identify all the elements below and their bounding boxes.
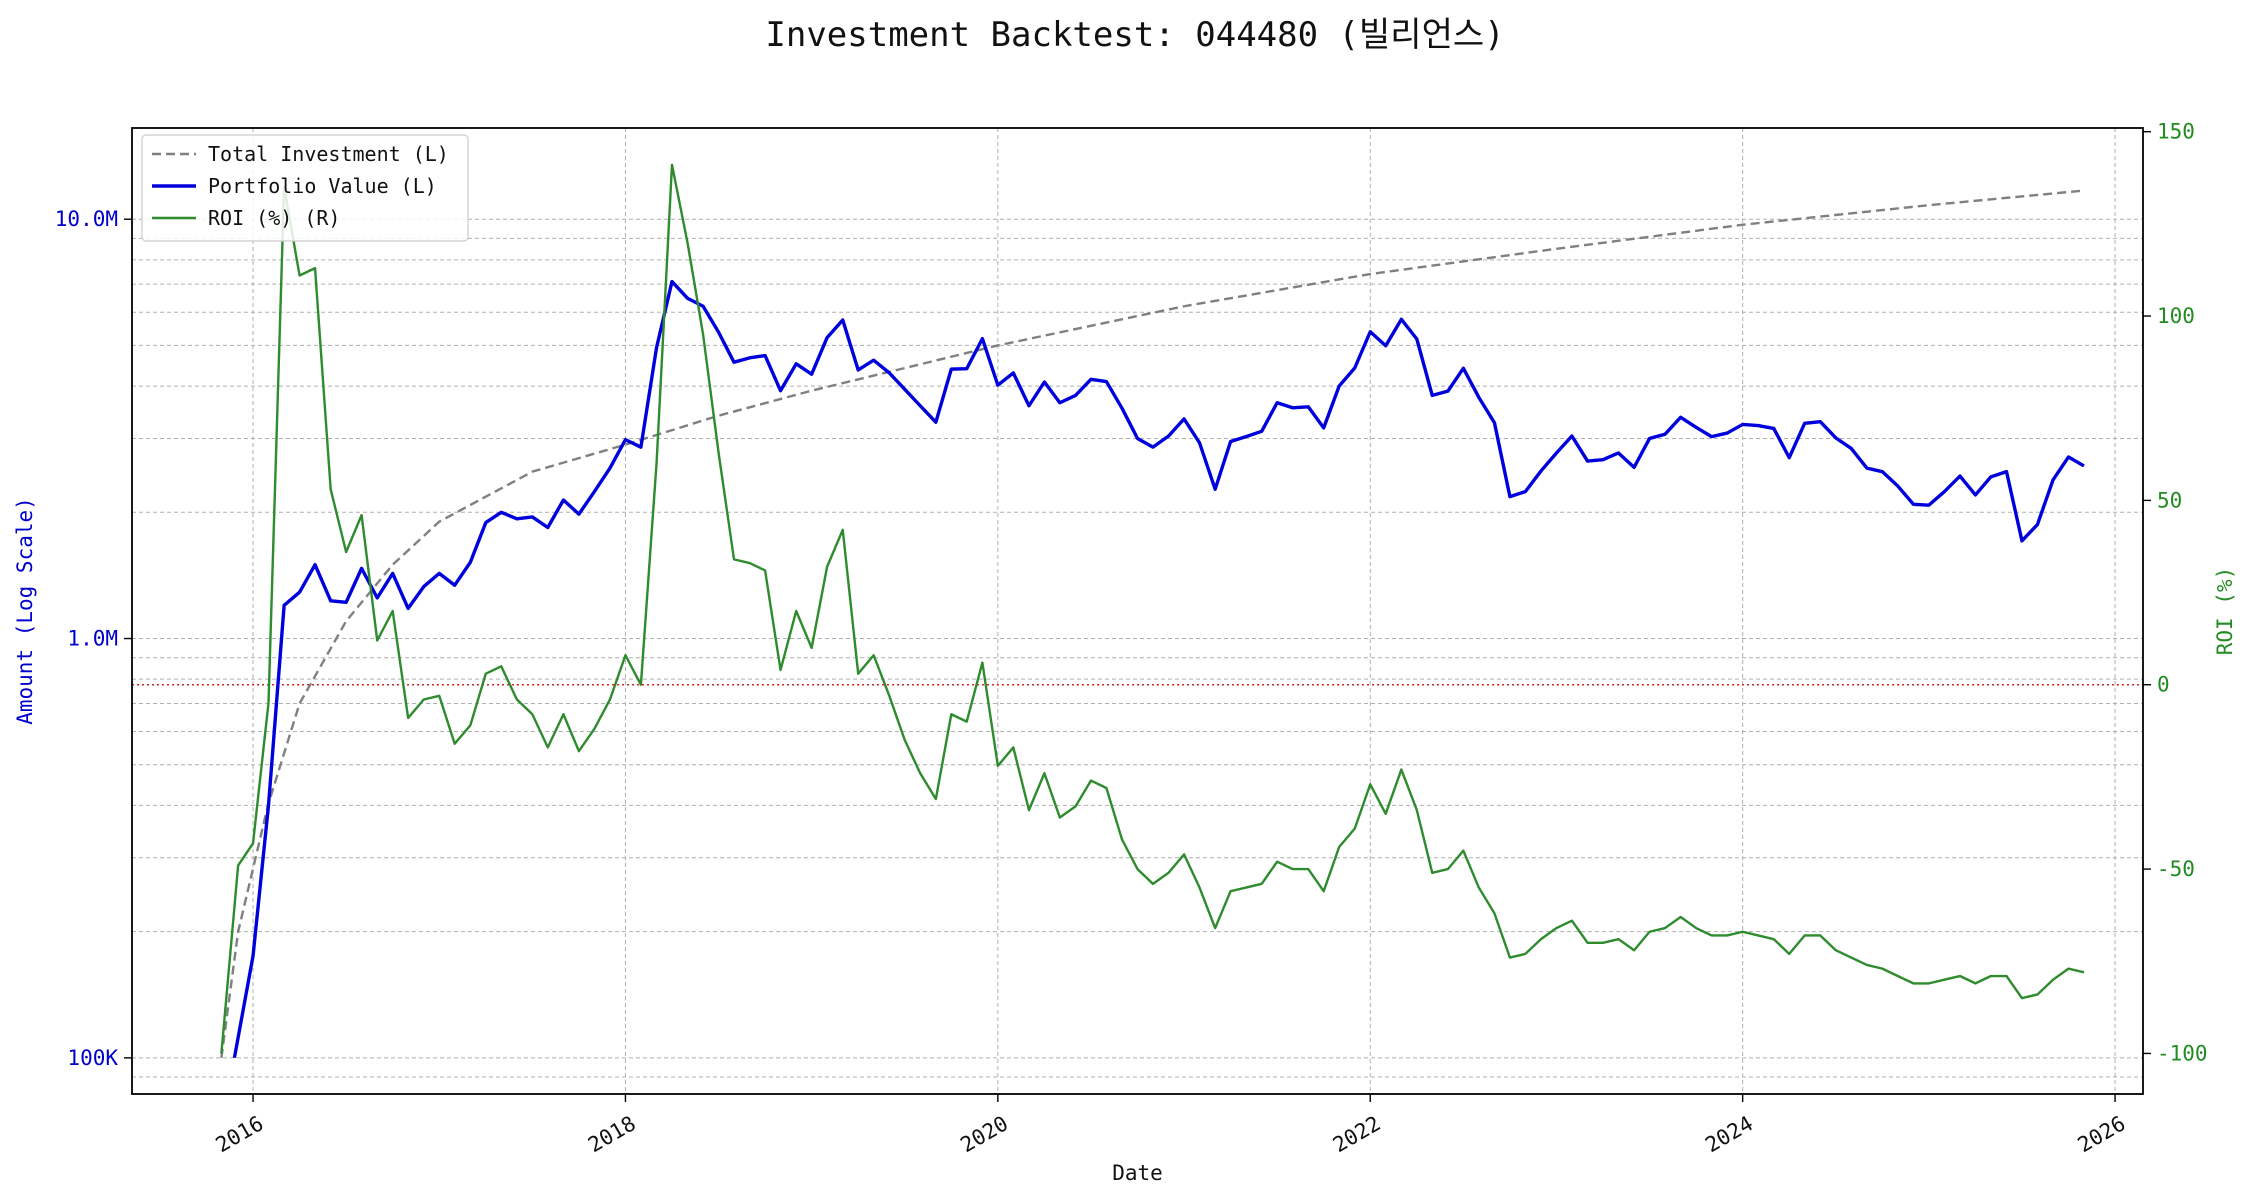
right-y-tick-label: -100 (2157, 1041, 2208, 1065)
legend-box (141, 134, 469, 242)
x-tick-label: 2022 (1329, 1111, 1385, 1157)
x-tick-label: 2018 (584, 1111, 640, 1157)
chart-title: Investment Backtest: 044480 (빌리언스) (765, 15, 1504, 55)
series-line-2 (220, 163, 2085, 1054)
x-tick-label: 2024 (1701, 1111, 1757, 1157)
right-y-tick-label: 150 (2157, 120, 2195, 144)
left-y-tick-label: 1.0M (67, 627, 118, 651)
grid (132, 128, 2143, 1094)
right-y-tick-label: -50 (2157, 857, 2195, 881)
left-y-tick-label: 10.0M (55, 207, 118, 231)
legend-label: Portfolio Value (L) (208, 174, 437, 198)
right-y-tick-label: 50 (2157, 488, 2182, 512)
x-tick-label: 2020 (956, 1111, 1012, 1157)
series-line-1 (232, 279, 2085, 1059)
legend-label: ROI (%) (R) (208, 206, 340, 230)
x-tick-label: 2026 (2074, 1111, 2130, 1157)
plot-area-frame (131, 127, 2144, 1095)
x-tick-label: 2016 (212, 1111, 268, 1157)
legend: Total Investment (L) Portfolio Value (L) R… (141, 134, 469, 242)
series-line-0 (220, 189, 2084, 1059)
x-axis-label: Date (1112, 1161, 1163, 1185)
left-y-tick-label: 100K (67, 1046, 118, 1070)
legend-label: Total Investment (L) (208, 142, 449, 166)
left-y-axis-label: Amount (Log Scale) (13, 497, 37, 725)
series-group (220, 163, 2085, 1059)
right-y-tick-label: 0 (2157, 673, 2170, 697)
right-y-tick-label: 100 (2157, 304, 2195, 328)
right-y-axis-label: ROI (%) (2213, 567, 2237, 656)
